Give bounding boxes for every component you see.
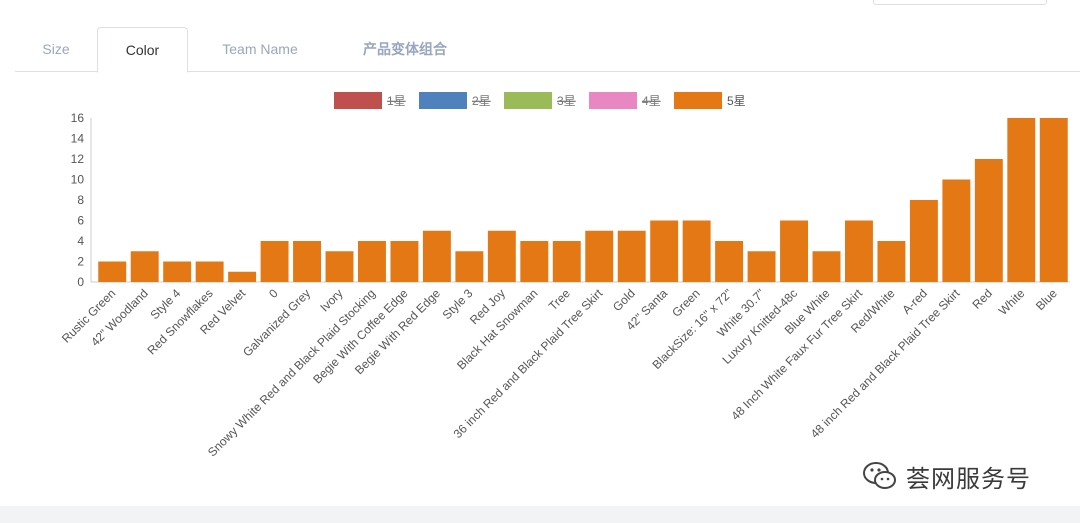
x-tick-label: Ivory (317, 286, 345, 314)
bar (1007, 118, 1036, 282)
tab-variant-combination[interactable]: 产品变体组合 (363, 41, 447, 57)
bar (715, 241, 744, 282)
bar (585, 230, 614, 282)
bar (877, 241, 906, 282)
y-tick-label: 14 (71, 132, 85, 146)
bar (293, 241, 321, 282)
bar (942, 179, 971, 282)
bar (747, 251, 776, 282)
bar (358, 241, 386, 282)
bar (195, 261, 224, 282)
legend-label: 5星 (727, 94, 746, 108)
bar (163, 261, 192, 282)
bar (650, 220, 679, 282)
top-select-box[interactable] (873, 0, 1047, 5)
x-tick-label: Red (969, 286, 994, 311)
bar (682, 220, 711, 282)
legend-label: 2星 (472, 94, 491, 108)
bar (974, 159, 1003, 282)
bar (228, 271, 257, 282)
bar (909, 200, 938, 282)
bar (390, 241, 419, 282)
y-tick-label: 2 (77, 255, 84, 269)
x-tick-label: 42" Woodland (88, 286, 151, 349)
bar (617, 230, 646, 282)
bar (325, 251, 354, 282)
bar (487, 230, 516, 282)
x-tick-label: 0 (266, 286, 281, 301)
y-tick-label: 16 (71, 111, 85, 125)
legend-swatch (334, 92, 382, 109)
y-tick-label: 0 (77, 275, 84, 289)
wechat-icon (863, 462, 896, 489)
bar (422, 230, 451, 282)
y-tick-label: 8 (77, 193, 84, 207)
bar (812, 251, 841, 282)
legend-label: 3星 (557, 94, 576, 108)
bar (520, 241, 549, 282)
y-tick-label: 4 (77, 234, 84, 248)
bar (780, 220, 808, 282)
tab-team-name[interactable]: Team Name (222, 41, 298, 57)
legend-swatch (419, 92, 467, 109)
tab-color[interactable]: Color (97, 27, 188, 73)
legend-swatch (504, 92, 552, 109)
y-tick-label: 10 (71, 173, 85, 187)
x-tick-label: Gold (610, 286, 638, 314)
watermark-text: 荟网服务号 (906, 465, 1031, 493)
legend-swatch (589, 92, 637, 109)
watermark: 荟网服务号 (862, 458, 1031, 494)
bar (260, 241, 289, 282)
x-tick-label: Tree (546, 286, 573, 313)
legend-label: 1星 (387, 94, 406, 108)
bar (552, 241, 581, 282)
bar (845, 220, 873, 282)
tab-size[interactable]: Size (42, 41, 70, 57)
legend-swatch (674, 92, 722, 109)
bar (455, 251, 484, 282)
y-tick-label: 6 (77, 214, 84, 228)
y-tick-label: 12 (71, 152, 85, 166)
x-tick-label: White (996, 286, 1028, 318)
tab-bar: Size Color Team Name 产品变体组合 (15, 27, 1080, 73)
bar (1039, 118, 1068, 282)
bottom-strip (0, 506, 1080, 523)
x-tick-label: Blue (1033, 286, 1060, 313)
bar (130, 251, 159, 282)
bar (98, 261, 127, 282)
legend-label: 4星 (642, 94, 661, 108)
